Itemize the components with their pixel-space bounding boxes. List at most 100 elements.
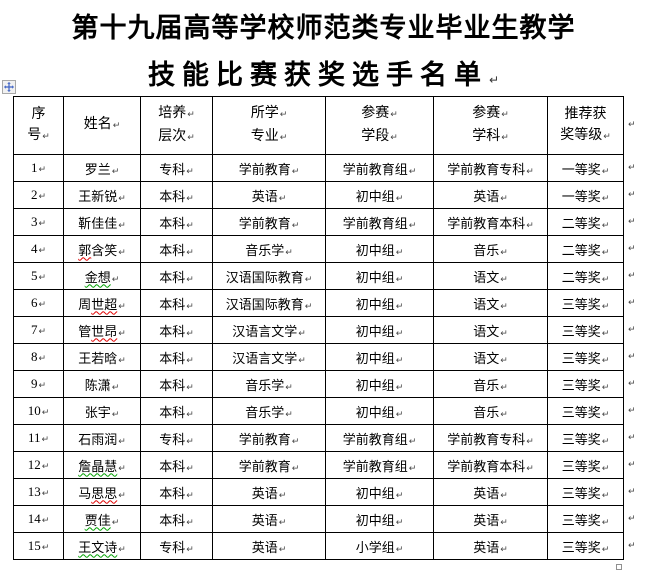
cell-name[interactable]: 王若晗↵ (63, 343, 141, 371)
cell-level[interactable]: 本科↵ (140, 343, 213, 371)
cell-number[interactable]: 15↵ (13, 532, 64, 560)
cell-number[interactable]: 4↵ (13, 235, 64, 263)
cell-number[interactable]: 10↵ (13, 397, 64, 425)
cell-name[interactable]: 郭含笑↵ (63, 235, 141, 263)
cell-name[interactable]: 马思思↵ (63, 478, 141, 506)
cell-subject[interactable]: 英语↵ (433, 505, 548, 533)
cell-stage[interactable]: 学前教育组↵ (325, 208, 434, 236)
header-cell-2[interactable]: 培养↵ 层次↵ (140, 96, 213, 155)
cell-level[interactable]: 本科↵ (140, 505, 213, 533)
cell-stage[interactable]: 初中组↵ (325, 478, 434, 506)
cell-level[interactable]: 本科↵ (140, 181, 213, 209)
cell-name[interactable]: 周世超↵ (63, 289, 141, 317)
header-cell-6[interactable]: 推荐获 奖等级↵ (547, 96, 624, 155)
cell-subject[interactable]: 学前教育专科↵ (433, 154, 548, 182)
cell-award[interactable]: 三等奖↵ (547, 397, 624, 425)
cell-number[interactable]: 2↵ (13, 181, 64, 209)
cell-level[interactable]: 本科↵ (140, 316, 213, 344)
document-title-line1[interactable]: 第十九届高等学校师范类专业毕业生教学 (0, 6, 647, 45)
cell-number[interactable]: 6↵ (13, 289, 64, 317)
cell-major[interactable]: 学前教育↵ (212, 154, 326, 182)
cell-stage[interactable]: 初中组↵ (325, 343, 434, 371)
cell-stage[interactable]: 小学组↵ (325, 532, 434, 560)
cell-major[interactable]: 英语↵ (212, 505, 326, 533)
cell-name[interactable]: 罗兰↵ (63, 154, 141, 182)
cell-stage[interactable]: 初中组↵ (325, 262, 434, 290)
cell-level[interactable]: 本科↵ (140, 289, 213, 317)
cell-level[interactable]: 本科↵ (140, 235, 213, 263)
cell-award[interactable]: 三等奖↵ (547, 370, 624, 398)
cell-stage[interactable]: 初中组↵ (325, 316, 434, 344)
cell-name[interactable]: 陈潇↵ (63, 370, 141, 398)
cell-number[interactable]: 9↵ (13, 370, 64, 398)
cell-award[interactable]: 一等奖↵ (547, 181, 624, 209)
cell-number[interactable]: 12↵ (13, 451, 64, 479)
cell-name[interactable]: 靳佳佳↵ (63, 208, 141, 236)
cell-major[interactable]: 英语↵ (212, 532, 326, 560)
cell-number[interactable]: 7↵ (13, 316, 64, 344)
cell-subject[interactable]: 学前教育本科↵ (433, 451, 548, 479)
cell-award[interactable]: 三等奖↵ (547, 424, 624, 452)
cell-number[interactable]: 5↵ (13, 262, 64, 290)
cell-award[interactable]: 三等奖↵ (547, 532, 624, 560)
cell-level[interactable]: 本科↵ (140, 451, 213, 479)
cell-name[interactable]: 金想↵ (63, 262, 141, 290)
cell-major[interactable]: 汉语国际教育↵ (212, 289, 326, 317)
cell-subject[interactable]: 语文↵ (433, 262, 548, 290)
cell-major[interactable]: 学前教育↵ (212, 424, 326, 452)
cell-subject[interactable]: 英语↵ (433, 532, 548, 560)
cell-level[interactable]: 专科↵ (140, 424, 213, 452)
cell-award[interactable]: 二等奖↵ (547, 262, 624, 290)
cell-name[interactable]: 詹晶慧↵ (63, 451, 141, 479)
cell-name[interactable]: 张宇↵ (63, 397, 141, 425)
cell-award[interactable]: 三等奖↵ (547, 316, 624, 344)
cell-award[interactable]: 二等奖↵ (547, 208, 624, 236)
cell-name[interactable]: 石雨润↵ (63, 424, 141, 452)
cell-award[interactable]: 一等奖↵ (547, 154, 624, 182)
cell-major[interactable]: 英语↵ (212, 181, 326, 209)
cell-major[interactable]: 英语↵ (212, 478, 326, 506)
cell-stage[interactable]: 初中组↵ (325, 289, 434, 317)
cell-level[interactable]: 本科↵ (140, 478, 213, 506)
cell-number[interactable]: 8↵ (13, 343, 64, 371)
cell-name[interactable]: 王文诗↵ (63, 532, 141, 560)
cell-level[interactable]: 本科↵ (140, 397, 213, 425)
cell-level[interactable]: 本科↵ (140, 208, 213, 236)
cell-stage[interactable]: 学前教育组↵ (325, 154, 434, 182)
cell-major[interactable]: 学前教育↵ (212, 451, 326, 479)
header-cell-4[interactable]: 参赛↵ 学段↵ (325, 96, 434, 155)
cell-subject[interactable]: 音乐↵ (433, 370, 548, 398)
cell-subject[interactable]: 语文↵ (433, 343, 548, 371)
cell-award[interactable]: 三等奖↵ (547, 289, 624, 317)
cell-number[interactable]: 3↵ (13, 208, 64, 236)
cell-award[interactable]: 三等奖↵ (547, 505, 624, 533)
table-move-handle-icon[interactable] (2, 80, 16, 94)
cell-major[interactable]: 汉语国际教育↵ (212, 262, 326, 290)
cell-major[interactable]: 学前教育↵ (212, 208, 326, 236)
cell-award[interactable]: 二等奖↵ (547, 235, 624, 263)
cell-subject[interactable]: 语文↵ (433, 316, 548, 344)
cell-stage[interactable]: 初中组↵ (325, 370, 434, 398)
cell-name[interactable]: 王新锐↵ (63, 181, 141, 209)
cell-award[interactable]: 三等奖↵ (547, 343, 624, 371)
cell-number[interactable]: 1↵ (13, 154, 64, 182)
cell-major[interactable]: 汉语言文学↵ (212, 316, 326, 344)
cell-subject[interactable]: 音乐↵ (433, 235, 548, 263)
cell-level[interactable]: 本科↵ (140, 370, 213, 398)
header-cell-3[interactable]: 所学↵ 专业↵ (212, 96, 326, 155)
cell-major[interactable]: 音乐学↵ (212, 235, 326, 263)
cell-major[interactable]: 汉语言文学↵ (212, 343, 326, 371)
cell-major[interactable]: 音乐学↵ (212, 397, 326, 425)
cell-award[interactable]: 三等奖↵ (547, 451, 624, 479)
cell-level[interactable]: 专科↵ (140, 532, 213, 560)
cell-number[interactable]: 13↵ (13, 478, 64, 506)
cell-subject[interactable]: 英语↵ (433, 478, 548, 506)
cell-name[interactable]: 贾佳↵ (63, 505, 141, 533)
cell-level[interactable]: 专科↵ (140, 154, 213, 182)
cell-name[interactable]: 管世昂↵ (63, 316, 141, 344)
cell-stage[interactable]: 学前教育组↵ (325, 424, 434, 452)
header-cell-1[interactable]: 姓名↵ (63, 96, 141, 155)
cell-number[interactable]: 11↵ (13, 424, 64, 452)
cell-subject[interactable]: 学前教育本科↵ (433, 208, 548, 236)
cell-stage[interactable]: 初中组↵ (325, 397, 434, 425)
